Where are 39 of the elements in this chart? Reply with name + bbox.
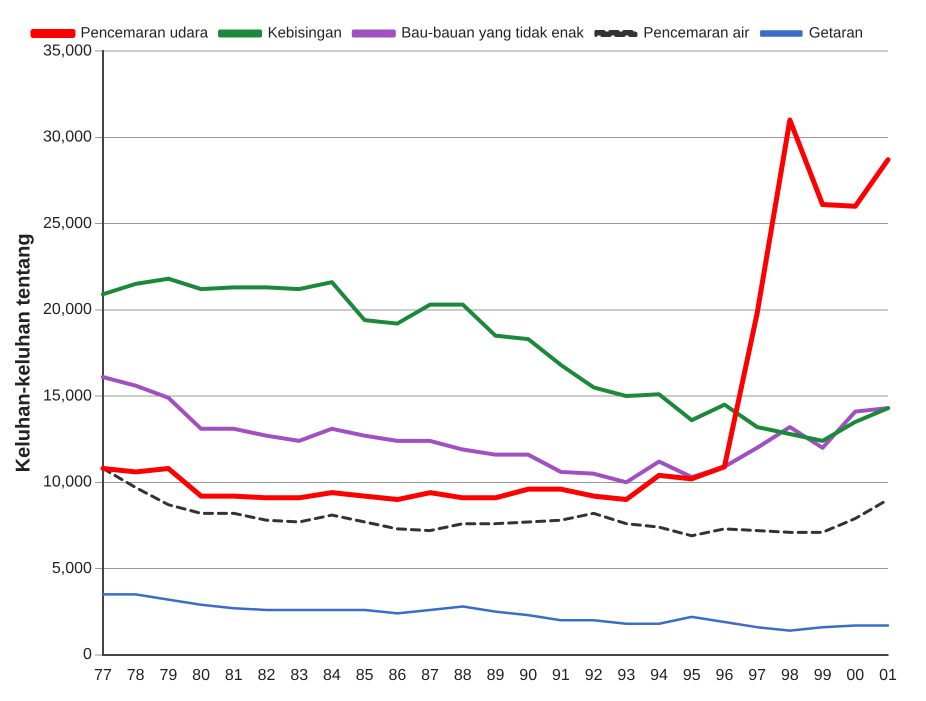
y-tick-label: 20,000 bbox=[43, 301, 92, 318]
y-tick-label: 35,000 bbox=[43, 42, 92, 60]
y-tick-label: 15,000 bbox=[43, 387, 92, 404]
x-tick-label: 78 bbox=[126, 666, 145, 684]
x-tick-label: 01 bbox=[879, 666, 897, 684]
y-tick-label: 0 bbox=[83, 646, 92, 664]
x-tick-label: 92 bbox=[584, 666, 603, 684]
x-tick-label: 89 bbox=[486, 666, 504, 684]
y-tick-label: 30,000 bbox=[43, 128, 92, 146]
legend-label: Kebisingan bbox=[268, 24, 342, 42]
y-axis-title: Keluhan-keluhan tentang bbox=[12, 233, 35, 472]
x-tick-label: 83 bbox=[290, 666, 308, 684]
x-tick-label: 79 bbox=[159, 666, 178, 684]
legend-label: Bau-bauan yang tidak enak bbox=[401, 24, 584, 42]
y-tick-label: 25,000 bbox=[43, 214, 92, 232]
x-tick-label: 98 bbox=[780, 666, 799, 684]
x-tick-label: 81 bbox=[224, 666, 243, 684]
x-tick-label: 97 bbox=[748, 666, 766, 684]
legend-label: Pencemaran air bbox=[643, 24, 750, 42]
x-tick-label: 00 bbox=[846, 666, 864, 684]
y-tick-label: 5,000 bbox=[52, 560, 92, 577]
legend-label: Pencemaran udara bbox=[80, 24, 209, 42]
x-tick-label: 88 bbox=[454, 666, 472, 684]
x-tick-label: 96 bbox=[716, 666, 734, 684]
x-tick-label: 84 bbox=[323, 666, 341, 684]
x-tick-label: 90 bbox=[519, 666, 538, 684]
legend-label: Getaran bbox=[808, 24, 864, 42]
x-tick-label: 87 bbox=[421, 666, 440, 684]
x-tick-label: 77 bbox=[94, 666, 112, 684]
x-tick-label: 86 bbox=[388, 666, 406, 684]
x-tick-label: 85 bbox=[356, 666, 374, 684]
x-tick-label: 99 bbox=[814, 666, 832, 684]
x-tick-label: 94 bbox=[650, 666, 668, 684]
x-tick-label: 80 bbox=[192, 666, 210, 684]
x-tick-label: 91 bbox=[552, 666, 570, 684]
x-tick-label: 93 bbox=[617, 666, 636, 684]
x-tick-label: 95 bbox=[682, 666, 701, 684]
y-tick-label: 10,000 bbox=[43, 474, 92, 491]
x-tick-label: 82 bbox=[258, 666, 276, 684]
